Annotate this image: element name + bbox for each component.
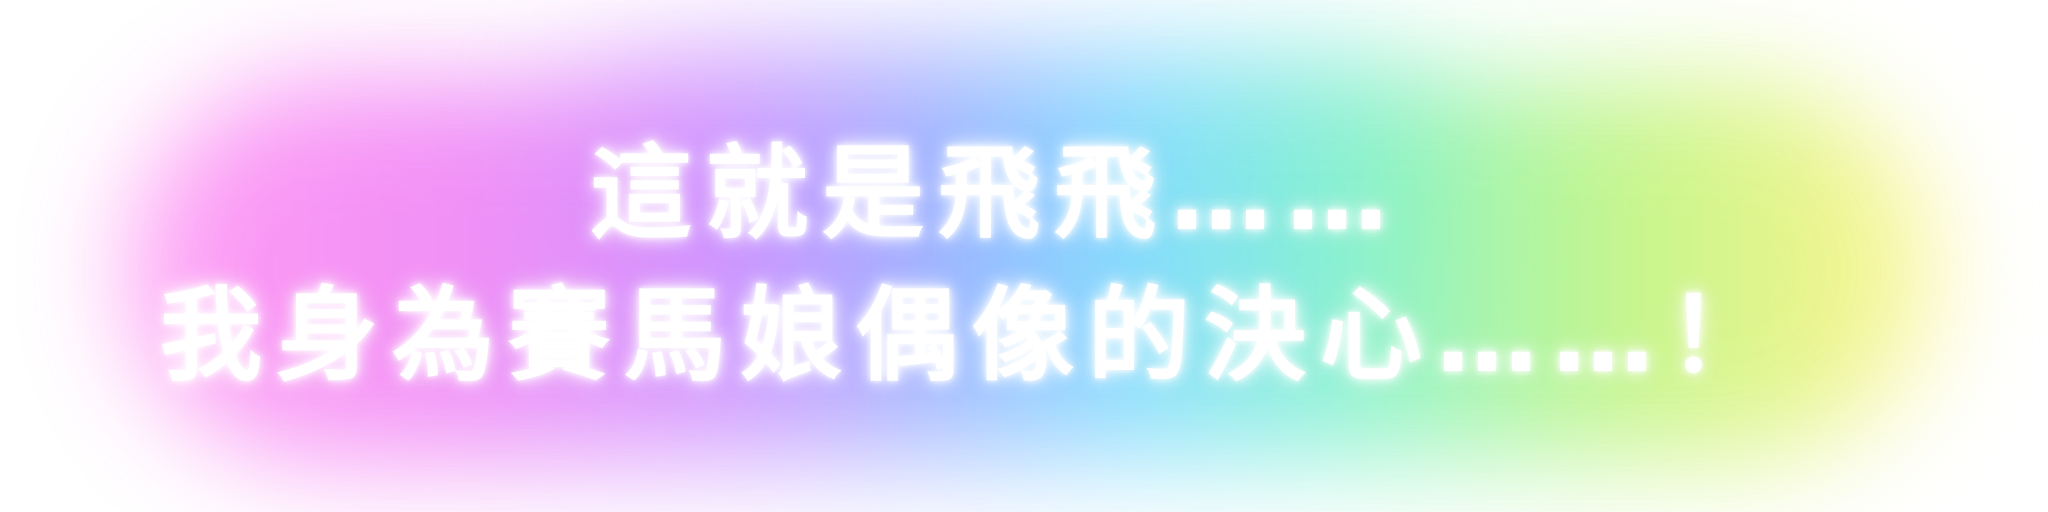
rainbow-glow-background bbox=[130, 80, 1930, 460]
caption-line-1: 這就是飛飛…… bbox=[590, 135, 1402, 254]
caption-line-2: 我身為賽馬娘偶像的決心……！ bbox=[160, 277, 1784, 396]
